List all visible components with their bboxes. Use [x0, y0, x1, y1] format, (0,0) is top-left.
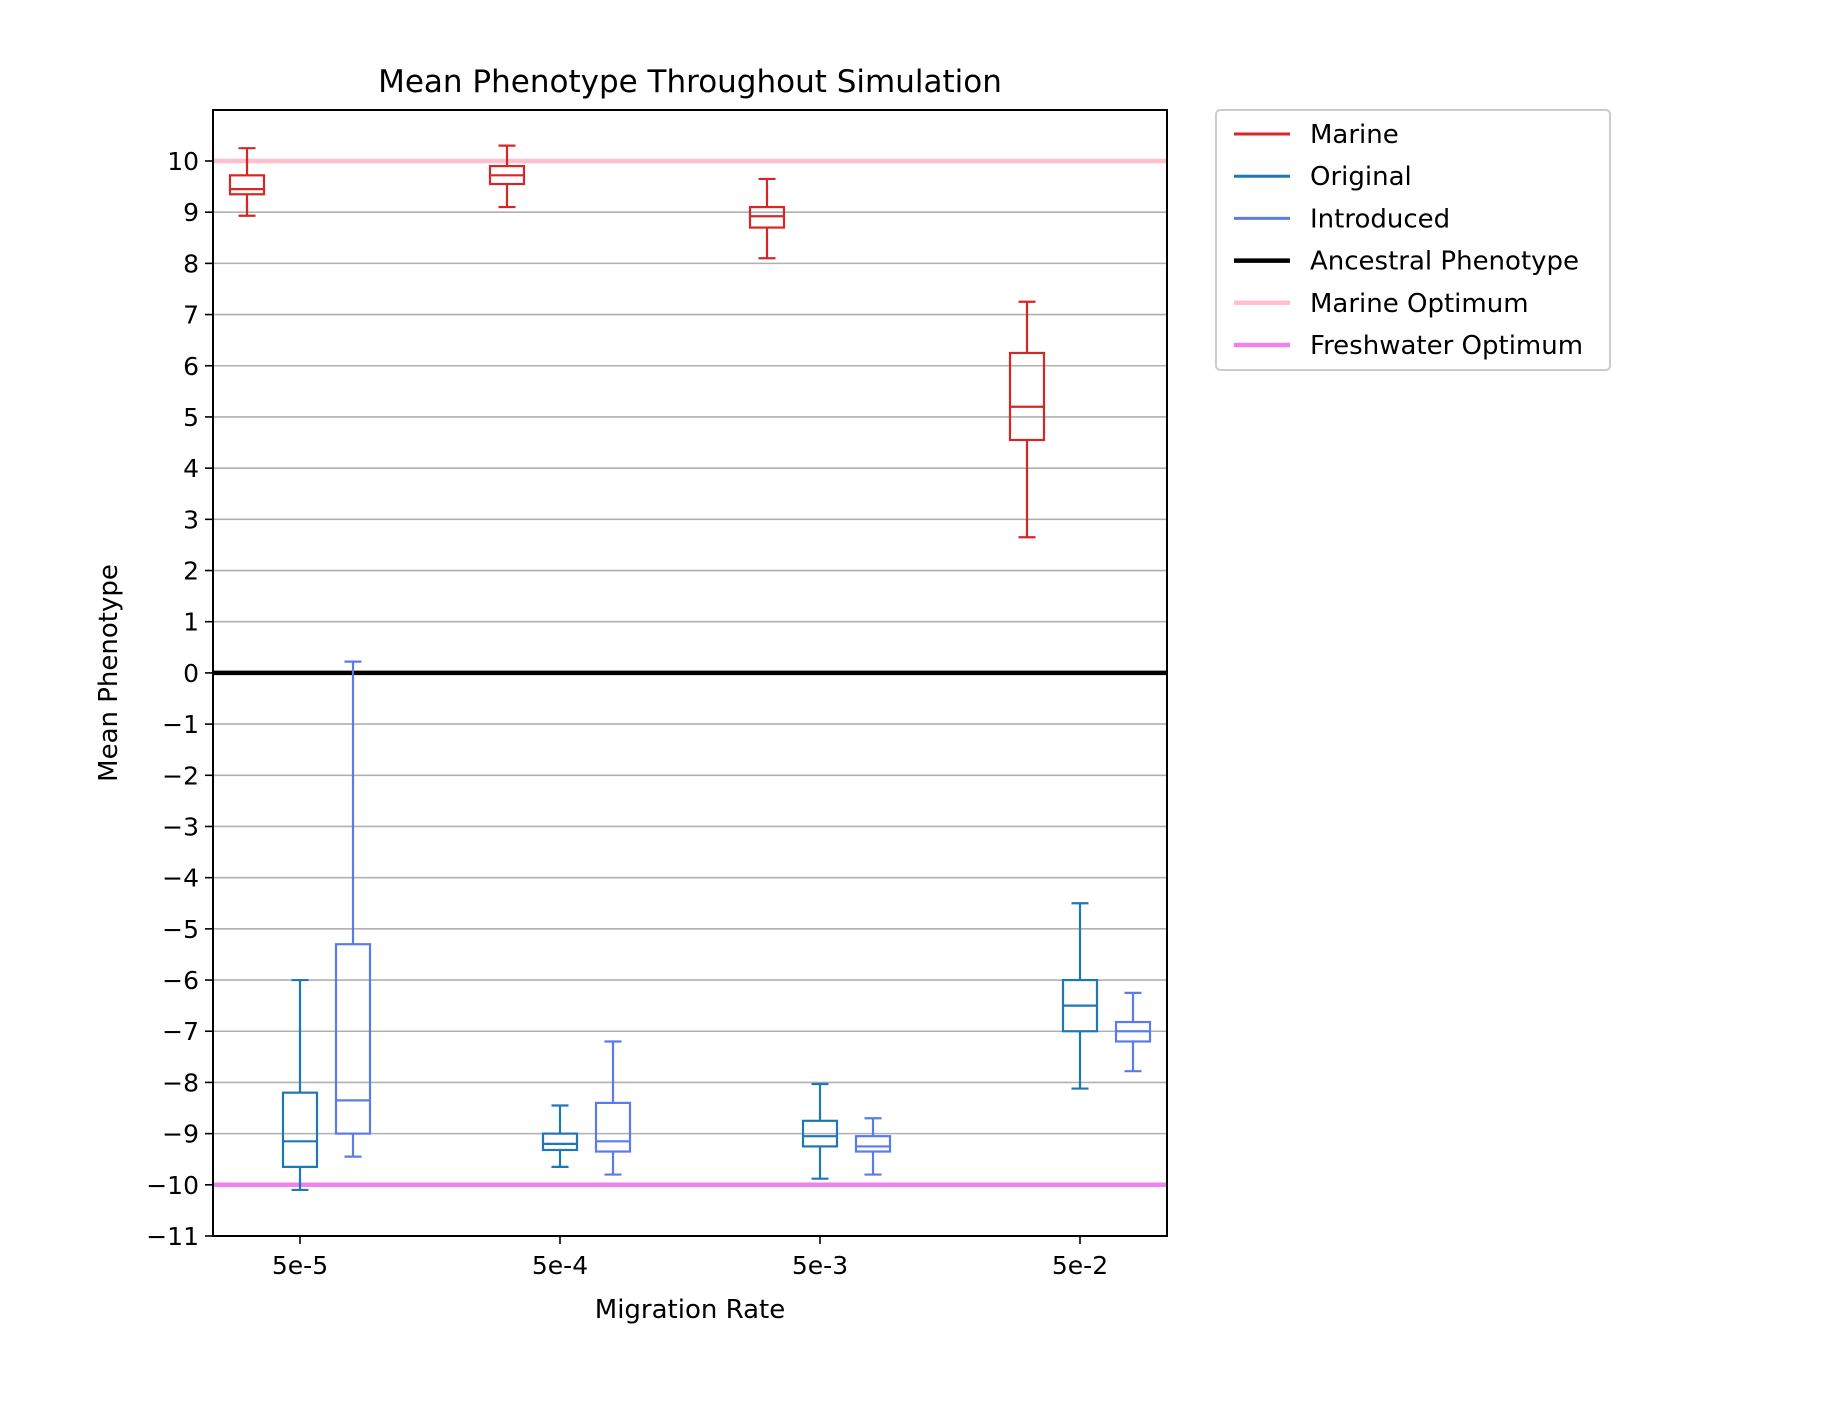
- box-original-5e-3: [801, 1082, 839, 1180]
- y-tick-label: −7: [162, 1017, 199, 1046]
- y-tick-label: 8: [183, 249, 199, 278]
- box-iqr: [281, 1091, 319, 1168]
- x-tick-label: 5e-2: [1052, 1251, 1108, 1280]
- box-introduced-5e-5: [334, 660, 372, 1158]
- y-tick-label: 9: [183, 198, 199, 227]
- chart-title: Mean Phenotype Throughout Simulation: [378, 64, 1002, 100]
- y-tick-label: 5: [183, 403, 199, 432]
- y-tick-label: −1: [162, 710, 199, 739]
- box-iqr: [228, 174, 266, 196]
- box-iqr: [1008, 351, 1046, 442]
- box-plots: [228, 144, 1152, 1192]
- box-original-5e-2: [1061, 902, 1099, 1090]
- legend-label: Ancestral Phenotype: [1310, 247, 1579, 277]
- y-tick-label: 10: [167, 147, 199, 176]
- box-iqr: [334, 943, 372, 1135]
- legend-label: Marine Optimum: [1310, 289, 1529, 319]
- box-marine-5e-2: [1008, 300, 1046, 539]
- grid-lines: [213, 211, 1167, 1135]
- y-tick-label: −6: [162, 966, 199, 995]
- y-tick-label: 3: [183, 505, 199, 534]
- box-marine-5e-5: [228, 147, 266, 217]
- x-tick-label: 5e-5: [272, 1251, 328, 1280]
- y-tick-label: 6: [183, 352, 199, 381]
- y-tick-label: −3: [162, 812, 199, 841]
- y-axis-label: Mean Phenotype: [94, 564, 124, 782]
- y-tick-label: −2: [162, 761, 199, 790]
- y-tick-label: 1: [183, 608, 199, 637]
- x-axis-ticks: 5e-5 5e-4 5e-3 5e-2: [272, 1236, 1108, 1280]
- box-iqr: [541, 1132, 579, 1152]
- box-iqr: [801, 1119, 839, 1148]
- box-iqr: [594, 1101, 632, 1153]
- reference-lines: [213, 158, 1167, 1188]
- x-tick-label: 5e-3: [792, 1251, 848, 1280]
- box-original-5e-5: [281, 978, 319, 1192]
- y-tick-label: −11: [146, 1222, 199, 1251]
- x-tick-label: 5e-4: [532, 1251, 588, 1280]
- y-tick-label: 7: [183, 301, 199, 330]
- y-tick-label: 2: [183, 557, 199, 586]
- legend-label: Freshwater Optimum: [1310, 331, 1583, 361]
- legend: Marine Original Introduced Ancestral Phenot…: [1215, 109, 1611, 371]
- y-tick-label: −5: [162, 915, 199, 944]
- box-introduced-5e-4: [594, 1040, 632, 1176]
- x-axis-label: Migration Rate: [595, 1295, 785, 1325]
- box-marine-5e-3: [748, 177, 786, 260]
- box-original-5e-4: [541, 1104, 579, 1168]
- y-tick-label: −8: [162, 1068, 199, 1097]
- y-tick-label: 4: [183, 454, 199, 483]
- box-iqr: [854, 1135, 892, 1153]
- legend-label: Marine: [1310, 120, 1399, 150]
- legend-label: Introduced: [1310, 204, 1450, 234]
- legend-label: Original: [1310, 162, 1412, 192]
- box-introduced-5e-3: [854, 1117, 892, 1176]
- y-tick-label: −4: [162, 864, 199, 893]
- box-introduced-5e-2: [1114, 991, 1152, 1073]
- box-marine-5e-4: [488, 144, 526, 209]
- y-tick-label: −9: [162, 1120, 199, 1149]
- y-tick-label: −10: [146, 1171, 199, 1200]
- y-tick-label: 0: [183, 659, 199, 688]
- legend-frame: [1215, 109, 1611, 371]
